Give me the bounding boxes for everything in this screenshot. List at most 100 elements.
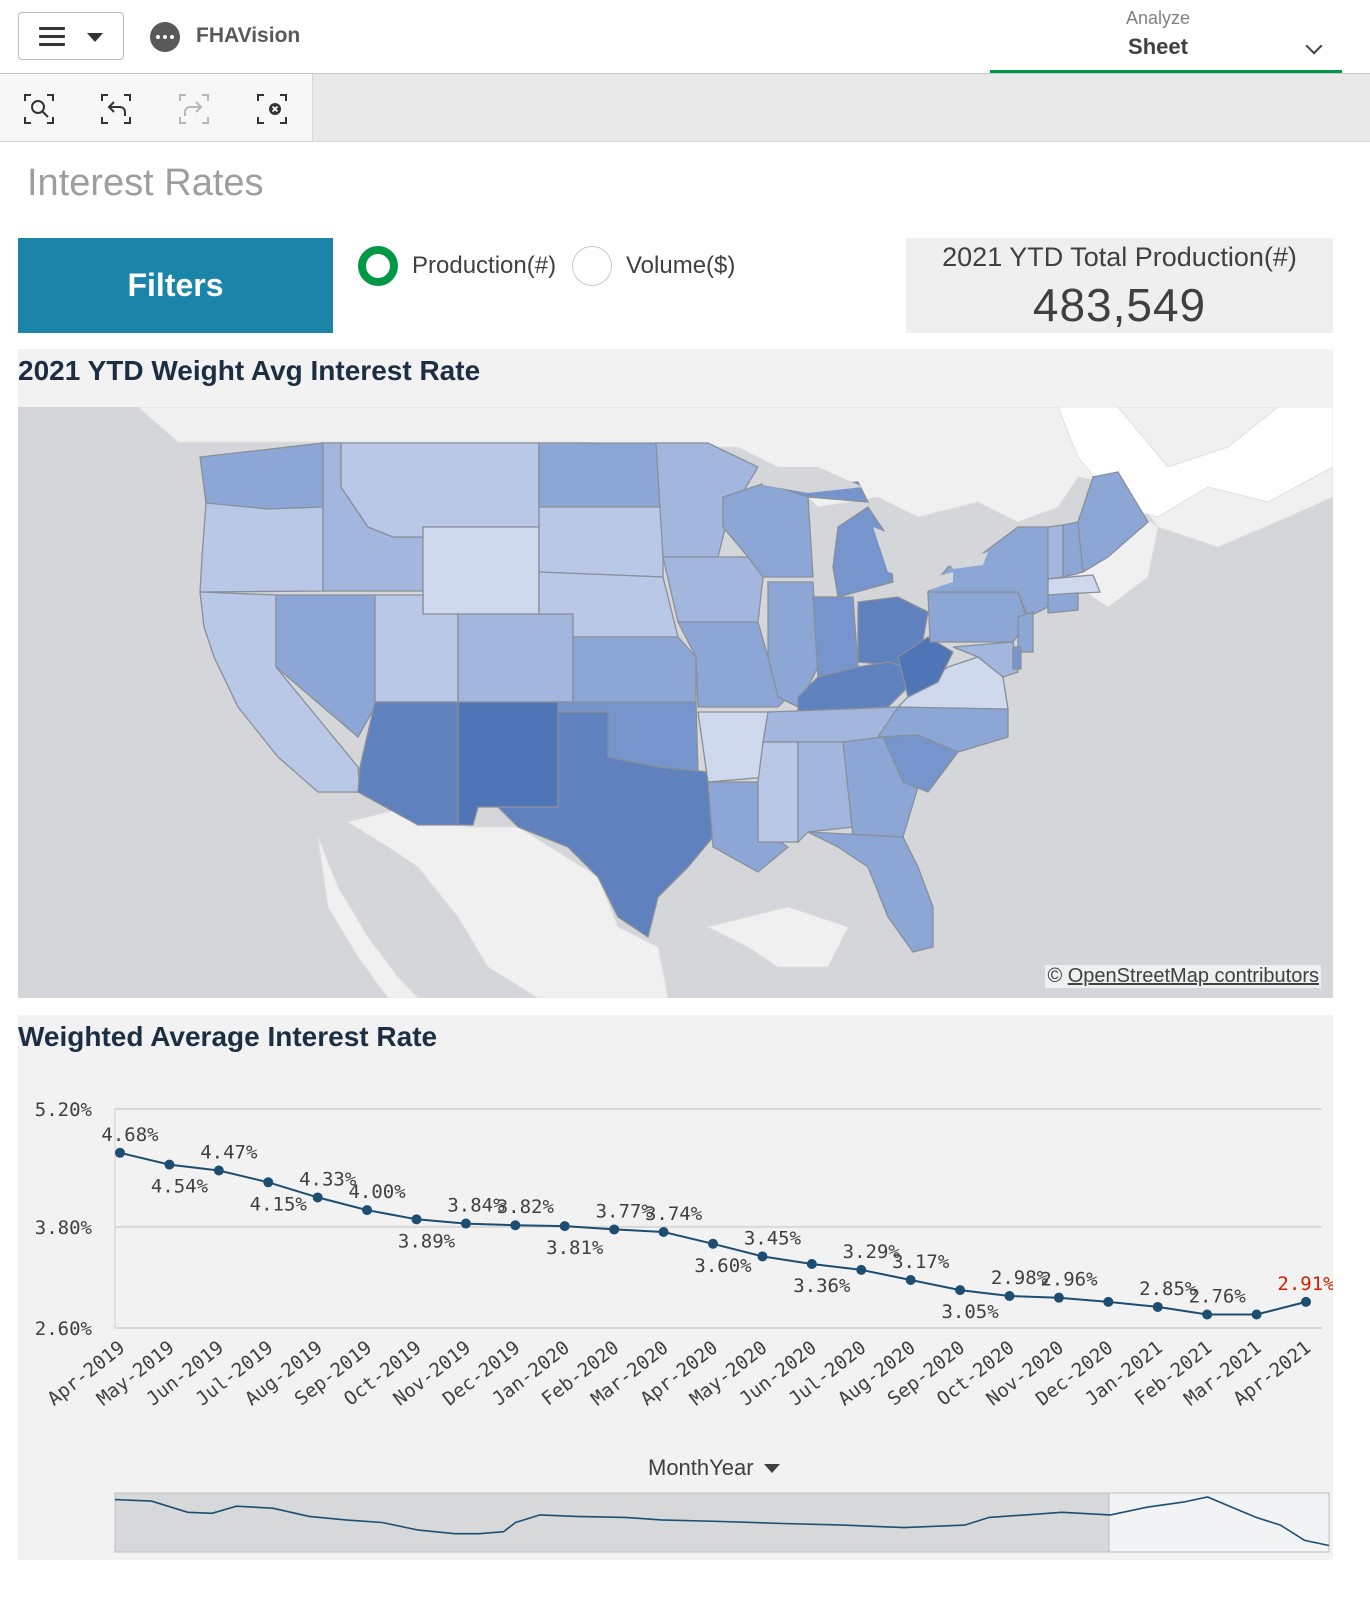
state-mt <box>340 442 540 538</box>
y-tick-label: 3.80% <box>35 1217 93 1239</box>
caret-down-icon <box>87 33 103 42</box>
radio-production[interactable]: Production(#) <box>358 246 556 286</box>
line-chart[interactable]: 5.20%3.80%2.60%4.68%Apr-20194.54%May-201… <box>18 1015 1333 1560</box>
radio-unselected-icon[interactable] <box>572 246 612 286</box>
data-label: 4.54% <box>151 1176 209 1198</box>
state-az <box>357 701 459 826</box>
state-in <box>812 596 859 678</box>
data-label: 4.00% <box>348 1181 406 1203</box>
clear-selections-icon[interactable] <box>255 92 289 126</box>
state-me <box>1077 471 1149 574</box>
data-point <box>1152 1301 1163 1312</box>
state-ms <box>757 741 799 843</box>
series-line <box>119 1151 1307 1316</box>
openstreetmap-link[interactable]: OpenStreetMap contributors <box>1067 965 1319 987</box>
data-point <box>164 1159 175 1170</box>
data-point <box>1004 1290 1015 1301</box>
data-point <box>263 1177 274 1188</box>
mini-chart-line <box>114 1496 1330 1547</box>
data-label: 2.98% <box>991 1267 1049 1289</box>
choropleth-map[interactable]: © OpenStreetMap contributors <box>18 407 1333 998</box>
state-vt <box>1047 524 1064 580</box>
data-label: 3.89% <box>398 1230 456 1252</box>
data-label: 3.17% <box>892 1251 950 1273</box>
data-point <box>1251 1309 1262 1320</box>
map-attribution[interactable]: © OpenStreetMap contributors <box>1045 965 1321 988</box>
data-point <box>658 1226 669 1237</box>
state-or <box>199 502 324 593</box>
app-name[interactable]: FHAVision <box>196 24 301 47</box>
radio-selected-icon[interactable] <box>358 246 398 286</box>
navigation-menu-button[interactable] <box>18 12 124 60</box>
data-label: 4.15% <box>250 1193 308 1215</box>
kpi-title: 2021 YTD Total Production(#) <box>942 242 1297 272</box>
data-point <box>115 1147 125 1158</box>
great-lakes <box>758 467 988 597</box>
data-point <box>905 1274 916 1285</box>
state-ct <box>1047 592 1079 614</box>
mode-label: Analyze <box>1125 8 1191 28</box>
data-label: 3.36% <box>793 1275 851 1297</box>
mode-selector[interactable]: Analyze Sheet <box>990 0 1342 73</box>
data-point <box>1301 1296 1311 1307</box>
smart-search-icon[interactable] <box>22 92 56 126</box>
state-pa <box>927 591 1029 643</box>
chart-title: Weighted Average Interest Rate <box>18 1021 438 1052</box>
data-point <box>708 1238 718 1249</box>
radio-volume[interactable]: Volume($) <box>572 246 735 286</box>
selection-toolbar <box>0 74 1370 142</box>
sheet-title: Interest Rates <box>27 162 264 204</box>
data-label: 3.82% <box>497 1196 555 1218</box>
state-fl <box>807 831 934 953</box>
state-nd <box>538 442 664 508</box>
data-point <box>510 1220 521 1231</box>
state-nj <box>1017 611 1034 653</box>
data-point <box>609 1224 620 1235</box>
data-point <box>856 1264 867 1275</box>
state-ks <box>572 636 697 703</box>
state-sd <box>538 506 664 578</box>
map-svg <box>137 407 1333 998</box>
us-states <box>199 442 1149 953</box>
state-wv <box>897 636 954 698</box>
state-wa <box>199 442 324 510</box>
data-label: 3.84% <box>447 1195 505 1217</box>
data-label: 3.29% <box>843 1241 901 1263</box>
mini-chart-selection <box>1108 1492 1330 1553</box>
data-point <box>559 1221 570 1232</box>
data-label: 4.33% <box>299 1168 357 1190</box>
state-ma <box>1047 574 1101 596</box>
data-point <box>213 1165 224 1176</box>
top-bar: FHAVision Analyze Sheet <box>0 0 1370 74</box>
data-point <box>362 1205 373 1216</box>
data-label: 3.74% <box>645 1203 703 1225</box>
dimension-label[interactable]: MonthYear <box>648 1455 754 1480</box>
state-wy <box>422 526 540 615</box>
step-back-icon[interactable] <box>99 92 133 126</box>
copyright-symbol: © <box>1047 965 1063 987</box>
base-land <box>137 407 1333 998</box>
filters-button[interactable]: Filters <box>18 238 333 333</box>
data-label: 3.60% <box>694 1255 752 1277</box>
step-forward-icon[interactable] <box>177 92 211 126</box>
state-de <box>1012 646 1022 670</box>
state-md <box>952 641 1019 678</box>
data-label: 2.91% <box>1277 1273 1333 1295</box>
data-point <box>1202 1309 1213 1320</box>
line-chart-panel: Weighted Average Interest Rate 5.20% 3.80… <box>18 1015 1333 1560</box>
data-point <box>955 1285 966 1296</box>
y-tick-label: 2.60% <box>35 1318 93 1340</box>
map-title: 2021 YTD Weight Avg Interest Rate <box>18 355 481 386</box>
state-mo <box>676 621 789 708</box>
data-label: 2.85% <box>1139 1278 1197 1300</box>
data-label: 4.68% <box>101 1124 159 1146</box>
y-tick-label: 5.20% <box>35 1099 93 1121</box>
state-nv <box>275 594 376 739</box>
app-more-icon[interactable] <box>150 22 180 52</box>
state-al <box>797 741 854 844</box>
data-point <box>312 1192 323 1203</box>
dimension-dropdown-icon[interactable] <box>764 1464 780 1473</box>
state-ia <box>662 556 764 623</box>
state-tx <box>496 711 714 939</box>
kpi-value: 483,549 <box>1032 279 1207 331</box>
